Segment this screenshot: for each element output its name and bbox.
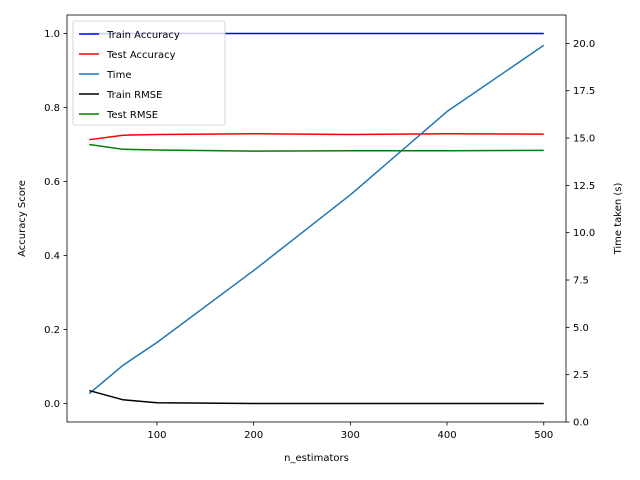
y-tick-label-left: 0.6 (44, 177, 60, 188)
y-tick-label-right: 17.5 (573, 86, 595, 97)
x-tick-label: 400 (438, 430, 457, 441)
x-axis-title: n_estimators (284, 453, 349, 464)
y-axis-right: 0.0 2.5 5.0 7.5 10.0 12.5 15.0 17.5 20.0 (566, 39, 595, 429)
y-tick-label-right: 20.0 (573, 39, 595, 50)
y-axis-title-left: Accuracy Score (17, 180, 28, 257)
legend-label-test-rmse: Test RMSE (106, 110, 158, 121)
y-tick-label-right: 7.5 (573, 276, 589, 287)
legend: Train Accuracy Test Accuracy Time Train RMS… (72, 20, 226, 126)
x-tick-label: 500 (534, 430, 553, 441)
y-tick-label-left: 0.8 (44, 103, 60, 114)
x-tick-label: 300 (341, 430, 360, 441)
x-axis: 100 200 300 400 500 (147, 422, 553, 441)
x-tick-label: 200 (244, 430, 263, 441)
y-tick-label-left: 0.2 (44, 325, 60, 336)
y-tick-label-right: 2.5 (573, 370, 589, 381)
y-tick-label-left: 1.0 (44, 29, 60, 40)
y-axis-title-right: Time taken (s) (613, 182, 624, 255)
legend-label-test-accuracy: Test Accuracy (106, 50, 176, 61)
y-tick-label-left: 0.4 (44, 251, 60, 262)
series-line-test-accuracy (89, 133, 544, 141)
series-line-time (88, 44, 545, 395)
y-tick-label-right: 0.0 (573, 418, 589, 429)
legend-box (72, 20, 226, 126)
y-tick-label-right: 10.0 (573, 228, 595, 239)
series-line-train-rmse (89, 389, 544, 405)
legend-label-train-accuracy: Train Accuracy (106, 30, 180, 41)
x-tick-label: 100 (147, 430, 166, 441)
y-tick-label-right: 12.5 (573, 181, 595, 192)
series-line-test-rmse (89, 143, 544, 152)
plot-frame (66, 14, 567, 423)
legend-label-train-rmse: Train RMSE (106, 90, 162, 101)
y-axis-left: 0.0 0.2 0.4 0.6 0.8 1.0 (44, 29, 67, 410)
legend-label-time: Time (106, 70, 131, 81)
y-tick-label-right: 5.0 (573, 323, 589, 334)
y-tick-label-left: 0.0 (44, 399, 60, 410)
y-tick-label-right: 15.0 (573, 134, 595, 145)
